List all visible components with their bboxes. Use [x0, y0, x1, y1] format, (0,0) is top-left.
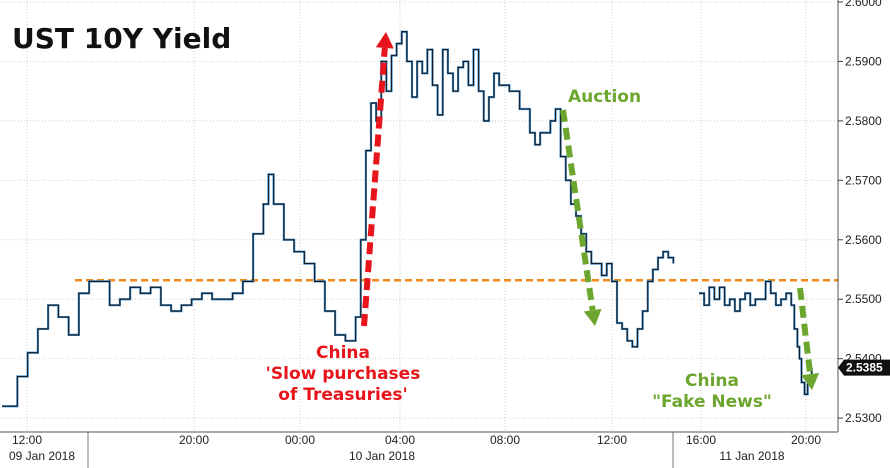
- x-tick-label: 08:00: [490, 433, 520, 447]
- y-tick-label: 2.5600: [845, 233, 882, 247]
- last-value-box: [838, 359, 890, 376]
- annotation-text: China: [316, 343, 370, 363]
- annotation-text: 'Slow purchases: [266, 364, 421, 384]
- x-tick-label: 20:00: [791, 433, 821, 447]
- x-date-label: 11 Jan 2018: [719, 449, 784, 463]
- x-tick-label: 04:00: [385, 433, 415, 447]
- x-tick-label: 00:00: [285, 433, 315, 447]
- x-tick-label: 12:00: [597, 433, 627, 447]
- x-tick-label: 12:00: [12, 433, 42, 447]
- series-line: [2, 31, 674, 407]
- china-arrow: [361, 47, 388, 327]
- arrow-layer: [361, 32, 820, 390]
- y-tick-label: 2.5900: [845, 54, 882, 68]
- y-tick-label: 2.5700: [845, 173, 882, 187]
- x-date-label: 09 Jan 2018: [9, 449, 75, 463]
- annotation-text: China: [685, 371, 739, 391]
- fake-news-arrow-head: [801, 373, 820, 390]
- china-arrow-head: [375, 32, 394, 49]
- series-line: [699, 280, 813, 395]
- x-tick-label: 20:00: [179, 433, 209, 447]
- x-tick-label: 16:00: [686, 433, 716, 447]
- y-tick-label: 2.6000: [845, 0, 882, 9]
- y-tick-label: 2.5800: [845, 114, 882, 128]
- fake-news-arrow: [797, 287, 814, 375]
- chart-title: UST 10Y Yield: [12, 22, 231, 55]
- x-date-label: 10 Jan 2018: [349, 449, 415, 463]
- annotation-text: of Treasuries': [278, 385, 407, 405]
- last-value-label: 2.5385: [846, 361, 883, 375]
- y-tick-label: 2.5300: [845, 411, 882, 425]
- annotation-text: "Fake News": [652, 392, 772, 412]
- annotation-text: Auction: [568, 87, 641, 107]
- y-tick-label: 2.5500: [845, 292, 882, 306]
- series-layer: [2, 30, 813, 408]
- auction-arrow: [560, 109, 596, 311]
- auction-arrow-head: [583, 308, 602, 326]
